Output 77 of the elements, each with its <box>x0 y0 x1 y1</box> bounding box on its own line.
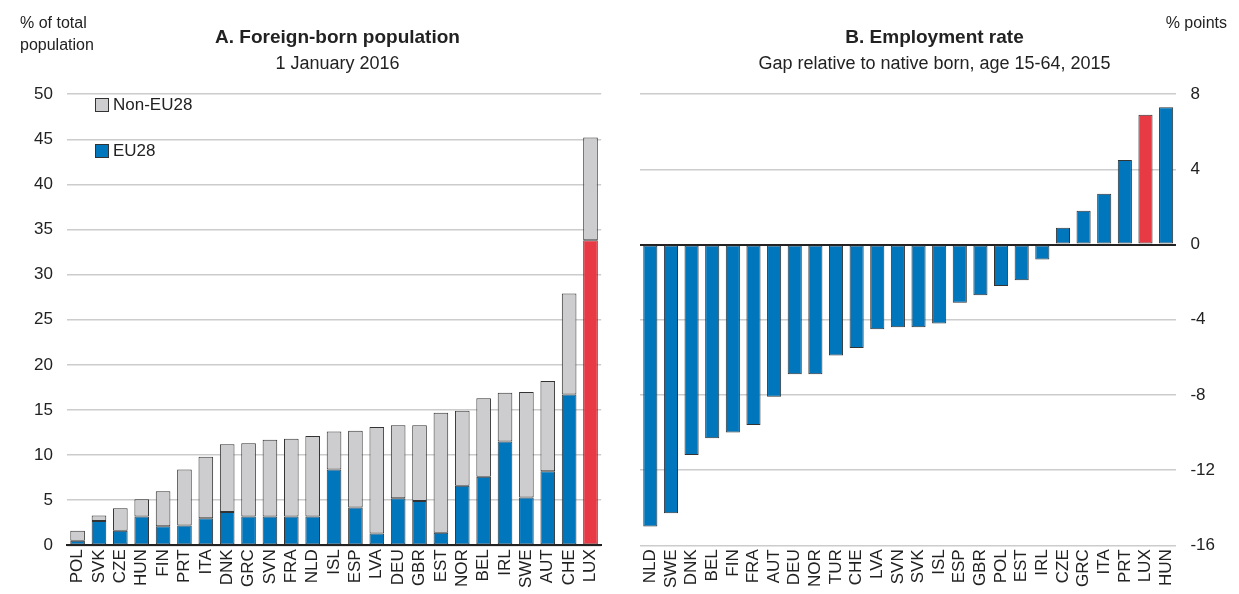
x-tick-label: LUX <box>580 549 600 583</box>
y-tick-label: -16 <box>1190 534 1216 554</box>
x-tick-label: FIN <box>152 549 172 577</box>
y-tick-label: -4 <box>1190 309 1206 329</box>
y-tick-label: 15 <box>33 399 53 419</box>
chart-subtitle: Gap relative to native born, age 15-64, 2015 <box>757 53 1112 74</box>
x-tick-label: DNK <box>681 548 701 586</box>
x-tick-label: ITA <box>1093 548 1113 575</box>
x-tick-label: CZE <box>1052 549 1072 584</box>
y-tick-label: -8 <box>1190 384 1206 404</box>
x-tick-label: BEL <box>701 549 721 582</box>
x-tick-label: SVK <box>88 548 108 584</box>
x-tick-label: EST <box>1011 549 1031 583</box>
x-tick-label: LUX <box>1135 549 1155 583</box>
x-tick-label: GBR <box>409 549 429 587</box>
x-tick-label: NLD <box>640 549 659 584</box>
x-tick-label: ESP <box>949 549 969 584</box>
x-tick-label: FRA <box>280 548 300 584</box>
x-tick-label: SVN <box>887 549 907 585</box>
x-tick-label: GRC <box>1073 549 1093 588</box>
x-tick-label: TUR <box>825 549 845 585</box>
x-tick-label: SWE <box>516 549 536 589</box>
x-tick-label: SWE <box>660 549 680 589</box>
x-tick-label: EST <box>430 549 450 583</box>
y-tick-label: 20 <box>33 354 53 374</box>
x-tick-label: ESP <box>345 549 365 584</box>
x-tick-label: NLD <box>302 549 322 584</box>
x-tick-label: AUT <box>763 549 783 584</box>
y-tick-label: 0 <box>1190 234 1200 254</box>
legend-label: Non-EU28 <box>113 95 193 115</box>
x-tick-label: FRA <box>743 548 763 584</box>
y-axis-title: % of total population <box>20 13 95 55</box>
x-tick-label: AUT <box>537 549 557 584</box>
x-tick-label: HUN <box>1155 549 1175 587</box>
y-tick-label: 8 <box>1190 83 1200 103</box>
x-tick-label: ISL <box>928 549 948 575</box>
chart-title: A. Foreign-born population <box>215 26 460 47</box>
x-tick-label: DNK <box>216 548 236 586</box>
x-tick-label: NOR <box>451 549 471 588</box>
y-tick-label: 45 <box>33 129 53 148</box>
legend-label: EU28 <box>113 141 156 161</box>
x-tick-label: PRT <box>1114 549 1134 583</box>
x-tick-label: CHE <box>558 549 578 586</box>
x-tick-label: PRT <box>174 549 194 583</box>
y-tick-label: 0 <box>43 534 53 554</box>
x-tick-label: HUN <box>131 549 151 587</box>
y-tick-label: 50 <box>33 83 53 103</box>
y-tick-label: -12 <box>1190 459 1216 479</box>
x-tick-label: NOR <box>805 549 825 588</box>
x-tick-label: LVA <box>866 548 886 579</box>
y-tick-label: 4 <box>1190 159 1200 179</box>
y-tick-label: 40 <box>33 174 53 194</box>
x-tick-label: DEU <box>784 549 804 586</box>
y-tick-label: 35 <box>33 219 53 239</box>
x-tick-label: POL <box>990 549 1010 584</box>
x-tick-label: CHE <box>846 549 866 586</box>
chart-title: B. Employment rate <box>845 26 1024 47</box>
x-tick-label: CZE <box>110 549 130 584</box>
x-tick-label: LVA <box>366 548 386 579</box>
x-tick-label: IRL <box>494 549 514 576</box>
x-tick-label: ISL <box>323 549 343 575</box>
x-tick-label: BEL <box>473 549 493 582</box>
chart-subtitle: 1 January 2016 <box>274 53 401 74</box>
x-tick-label: IRL <box>1032 549 1052 576</box>
x-tick-label: GRC <box>238 549 258 588</box>
x-tick-label: DEU <box>387 549 407 586</box>
y-tick-label: 10 <box>33 444 53 464</box>
y-tick-label: 25 <box>33 309 53 329</box>
y-axis-title: % points <box>1164 13 1227 33</box>
x-tick-label: POL <box>67 549 87 584</box>
x-tick-label: GBR <box>970 549 990 587</box>
x-tick-label: SVN <box>259 549 279 585</box>
y-tick-label: 30 <box>33 264 53 284</box>
x-tick-label: ITA <box>195 548 215 575</box>
x-tick-label: FIN <box>722 549 742 577</box>
x-tick-label: SVK <box>908 548 928 584</box>
y-tick-label: 5 <box>43 489 53 509</box>
